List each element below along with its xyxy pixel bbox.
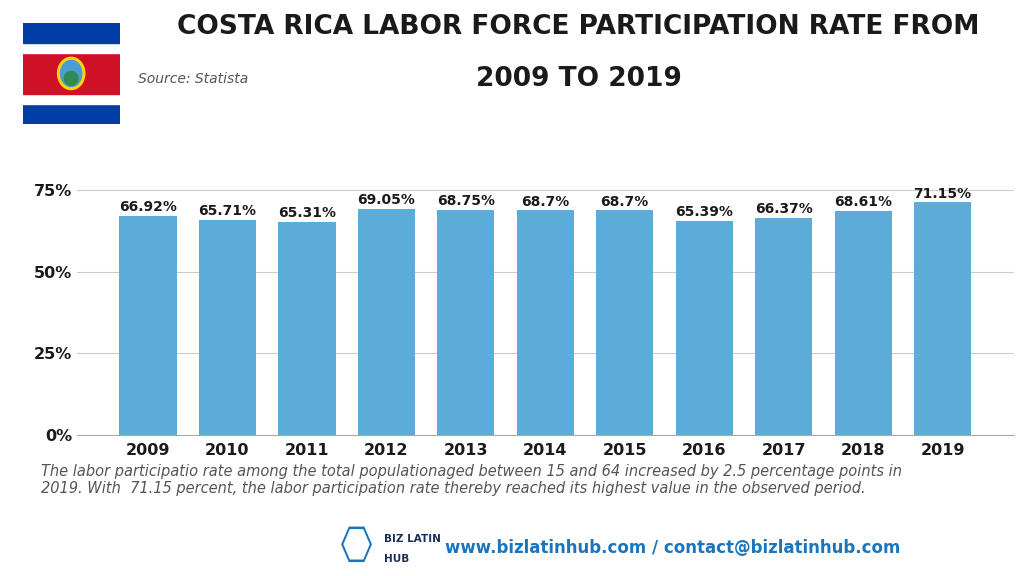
- Text: 68.61%: 68.61%: [835, 195, 892, 209]
- Text: 65.31%: 65.31%: [278, 206, 336, 219]
- Ellipse shape: [57, 57, 85, 89]
- Bar: [357, 209, 415, 435]
- Text: 69.05%: 69.05%: [357, 194, 416, 207]
- Ellipse shape: [60, 60, 82, 86]
- Text: 2009 TO 2019: 2009 TO 2019: [475, 66, 682, 92]
- Bar: [437, 210, 495, 435]
- Polygon shape: [342, 527, 372, 562]
- Text: 65.39%: 65.39%: [675, 205, 733, 219]
- Text: COSTA RICA LABOR FORCE PARTICIPATION RATE FROM: COSTA RICA LABOR FORCE PARTICIPATION RAT…: [177, 14, 980, 40]
- Ellipse shape: [65, 71, 78, 86]
- Text: BIZ LATIN: BIZ LATIN: [384, 533, 441, 544]
- Bar: [23, 104, 120, 124]
- Bar: [23, 43, 120, 54]
- Text: 68.75%: 68.75%: [437, 194, 495, 209]
- Bar: [23, 23, 120, 43]
- Text: HUB: HUB: [384, 554, 410, 564]
- Bar: [120, 217, 176, 435]
- Bar: [835, 211, 892, 435]
- Text: The labor participatio rate among the total populationaged between 15 and 64 inc: The labor participatio rate among the to…: [41, 464, 902, 496]
- Bar: [676, 221, 733, 435]
- Bar: [23, 54, 120, 93]
- Text: Source: Statista: Source: Statista: [138, 72, 249, 86]
- Bar: [596, 210, 653, 435]
- Text: 71.15%: 71.15%: [913, 187, 972, 200]
- Bar: [755, 218, 812, 435]
- Text: 68.7%: 68.7%: [601, 195, 649, 209]
- Bar: [914, 203, 971, 435]
- Text: 65.71%: 65.71%: [199, 204, 256, 218]
- Polygon shape: [344, 530, 369, 559]
- Bar: [199, 220, 256, 435]
- Bar: [279, 222, 336, 435]
- Bar: [517, 210, 573, 435]
- Text: 68.7%: 68.7%: [521, 195, 569, 209]
- Text: www.bizlatinhub.com / contact@bizlatinhub.com: www.bizlatinhub.com / contact@bizlatinhu…: [445, 539, 901, 558]
- Text: 66.92%: 66.92%: [119, 200, 177, 214]
- Text: 66.37%: 66.37%: [755, 202, 812, 216]
- Bar: [23, 93, 120, 104]
